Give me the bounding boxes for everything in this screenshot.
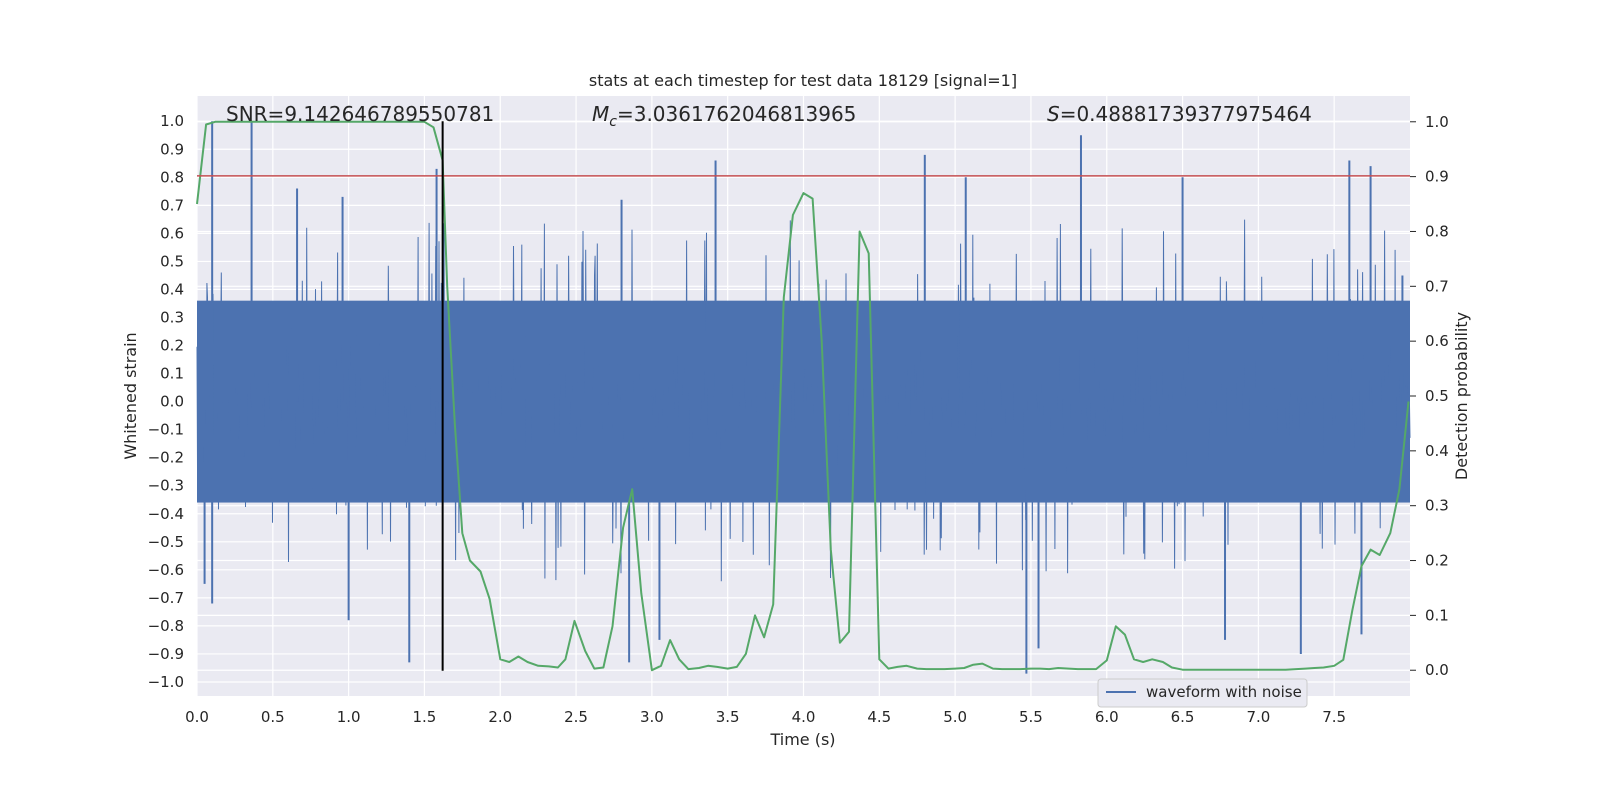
x-tick-label: 0.5 xyxy=(261,708,285,726)
probability-line xyxy=(196,120,1410,672)
x-tick-label: 6.5 xyxy=(1171,708,1195,726)
legend-box xyxy=(1097,678,1308,708)
x-tick-label: 1.5 xyxy=(413,708,437,726)
y2-tick-label: 0.0 xyxy=(1425,661,1449,679)
x-tick-label: 6.0 xyxy=(1095,708,1119,726)
y-axis-label: Whitened strain xyxy=(121,332,140,459)
y-ticks: 1.0 0.9 0.8 0.7 0.6 0.5 0.4 0.3 0.2 0.1 0.0 −0.1 −0.… xyxy=(148,112,184,691)
overlays xyxy=(197,121,1410,671)
mc-annotation: Mc=3.0361762046813965 xyxy=(592,102,856,130)
y-tick-label: −0.8 xyxy=(148,617,184,635)
y-tick-label: 0.3 xyxy=(160,308,184,326)
x-tick-label: 0.0 xyxy=(185,708,209,726)
chart-title: stats at each timestep for test data 181… xyxy=(589,71,1017,90)
y-tick-label: 0.0 xyxy=(160,393,184,411)
y-tick-label: 1.0 xyxy=(160,112,184,130)
x-axis-label: Time (s) xyxy=(769,730,835,749)
x-tick-label: 2.0 xyxy=(488,708,512,726)
y-tick-label: −0.4 xyxy=(148,505,184,523)
y-tick-label: −0.6 xyxy=(148,561,184,579)
y-tick-label: −0.3 xyxy=(148,477,184,495)
y-tick-label: 0.2 xyxy=(160,337,184,355)
y-tick-label: 0.4 xyxy=(160,280,184,298)
y-tick-label: −0.2 xyxy=(148,449,184,467)
y2-tick-label: 0.1 xyxy=(1425,606,1449,624)
x-tick-label: 5.0 xyxy=(943,708,967,726)
y-tick-label: 0.9 xyxy=(160,140,184,158)
snr-annotation: SNR=9.142646789550781 xyxy=(226,102,494,126)
y-tick-label: 0.7 xyxy=(160,196,184,214)
y2-tick-label: 0.3 xyxy=(1425,497,1449,515)
y2-tick-label: 0.5 xyxy=(1425,387,1449,405)
y2-tick-label: 0.2 xyxy=(1425,552,1449,570)
s-value: =0.48881739377975464 xyxy=(1060,102,1312,126)
snr-prefix: SNR= xyxy=(226,102,284,126)
x-tick-label: 7.0 xyxy=(1246,708,1270,726)
noise-line xyxy=(196,219,1411,582)
y-tick-label: −0.5 xyxy=(148,533,184,551)
noise-series xyxy=(196,121,1411,674)
mc-value: =3.0361762046813965 xyxy=(617,102,856,126)
x-tick-label: 4.0 xyxy=(792,708,816,726)
x-tick-label: 3.0 xyxy=(640,708,664,726)
mc-symbol: M xyxy=(592,102,609,126)
y-tick-label: −0.9 xyxy=(148,645,184,663)
y-tick-label: −0.1 xyxy=(148,421,184,439)
s-symbol: S xyxy=(1047,102,1060,126)
legend-label: waveform with noise xyxy=(1146,683,1302,701)
x-tick-label: 4.5 xyxy=(867,708,891,726)
y-tick-label: −0.7 xyxy=(148,589,184,607)
y2-tick-label: 0.9 xyxy=(1425,168,1449,186)
y-tick-label: 0.8 xyxy=(160,168,184,186)
y-tick-label: 0.5 xyxy=(160,252,184,270)
y2-tick-label: 0.8 xyxy=(1425,222,1449,240)
x-tick-label: 2.5 xyxy=(564,708,588,726)
y2-tick-label: 0.4 xyxy=(1425,442,1449,460)
y2-tick-label: 0.7 xyxy=(1425,277,1449,295)
y2-tick-label: 1.0 xyxy=(1425,113,1449,131)
mc-subscript: c xyxy=(609,114,617,130)
x-tick-label: 5.5 xyxy=(1019,708,1043,726)
y2-tick-label: 0.6 xyxy=(1425,332,1449,350)
snr-value: 9.142646789550781 xyxy=(284,102,494,126)
y2-axis-label: Detection probability xyxy=(1452,312,1471,480)
probability-series xyxy=(196,120,1410,672)
x-tick-label: 1.0 xyxy=(337,708,361,726)
y2-ticks: 1.0 0.9 0.8 0.7 0.6 0.5 0.4 0.3 0.2 0.1 0.0 xyxy=(1410,113,1449,679)
y-tick-label: −1.0 xyxy=(148,673,184,691)
y-tick-label: 0.6 xyxy=(160,224,184,242)
x-ticks: 0.0 0.5 1.0 1.5 2.0 2.5 3.0 3.5 4.0 4.5 5.0 5.5 6.0 6… xyxy=(185,708,1346,726)
x-tick-label: 3.5 xyxy=(716,708,740,726)
x-tick-label: 7.5 xyxy=(1322,708,1346,726)
s-annotation: S=0.48881739377975464 xyxy=(1047,102,1312,126)
y-tick-label: 0.1 xyxy=(160,365,184,383)
legend: waveform with noise xyxy=(1097,678,1308,708)
